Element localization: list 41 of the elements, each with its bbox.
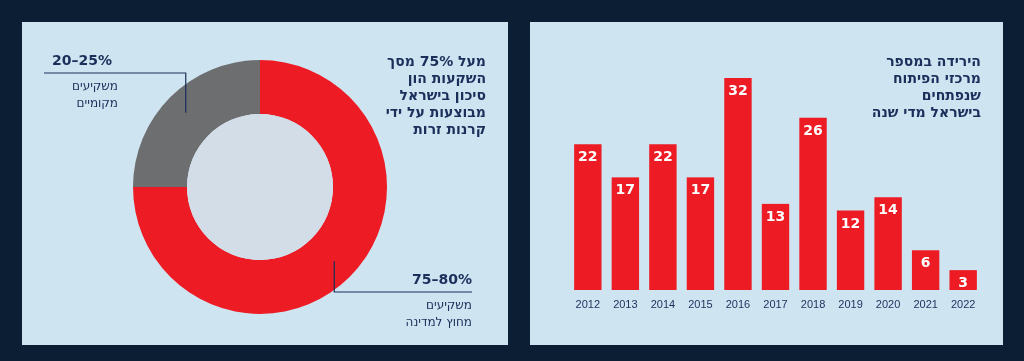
data-label: 6: [920, 254, 931, 271]
data-label: 12: [840, 214, 861, 231]
x-tick-label: 2020: [875, 297, 901, 310]
x-tick-label: 2019: [838, 297, 863, 310]
data-label: 32: [728, 82, 748, 98]
text: 20–25%: [52, 52, 112, 68]
x-tick-label: 2012: [575, 297, 601, 310]
x-tick-label: 2015: [688, 297, 713, 310]
bar: [799, 117, 827, 290]
bar: [686, 177, 715, 290]
data-label: 13: [765, 207, 786, 224]
data-label: 14: [878, 201, 899, 218]
bar: [611, 177, 640, 290]
bar: [761, 203, 790, 290]
slice-label: משקיעים מחוץ למדינה: [405, 298, 472, 329]
text: 75–80%: [412, 271, 472, 287]
x-tick-label: 2022: [950, 297, 976, 310]
data-label: 22: [578, 148, 598, 165]
x-tick-label: 2021: [913, 297, 938, 310]
bar: [836, 210, 865, 290]
x-tick-label: 2014: [650, 297, 676, 310]
bar: [874, 197, 902, 290]
data-label: 22: [653, 148, 673, 165]
data-label: 3: [958, 274, 969, 291]
data-label: 17: [690, 181, 711, 198]
text: מעל 75% מסך השקעות הון סיכון בישראל מבוצעות על ידי קרנות זרות: [385, 53, 486, 137]
data-label: 26: [803, 121, 823, 138]
x-tick-label: 2017: [763, 297, 788, 310]
donut-slice: [133, 60, 387, 314]
chart-title: הירידה במספר מרכזי הפיתוח שנפתחים בישראל מדי שנה: [871, 53, 982, 120]
bar: [949, 270, 977, 290]
bar: [649, 144, 677, 290]
bar: [911, 250, 940, 290]
bar: [574, 144, 602, 290]
bar: [724, 78, 752, 290]
x-tick-label: 2016: [725, 297, 751, 310]
data-label: 17: [615, 181, 636, 198]
x-tick-label: 2013: [613, 297, 638, 310]
x-tick-label: 2018: [800, 297, 826, 310]
donut-slice: [133, 60, 260, 187]
slice-label: משקיעים מקומיים: [71, 79, 118, 110]
